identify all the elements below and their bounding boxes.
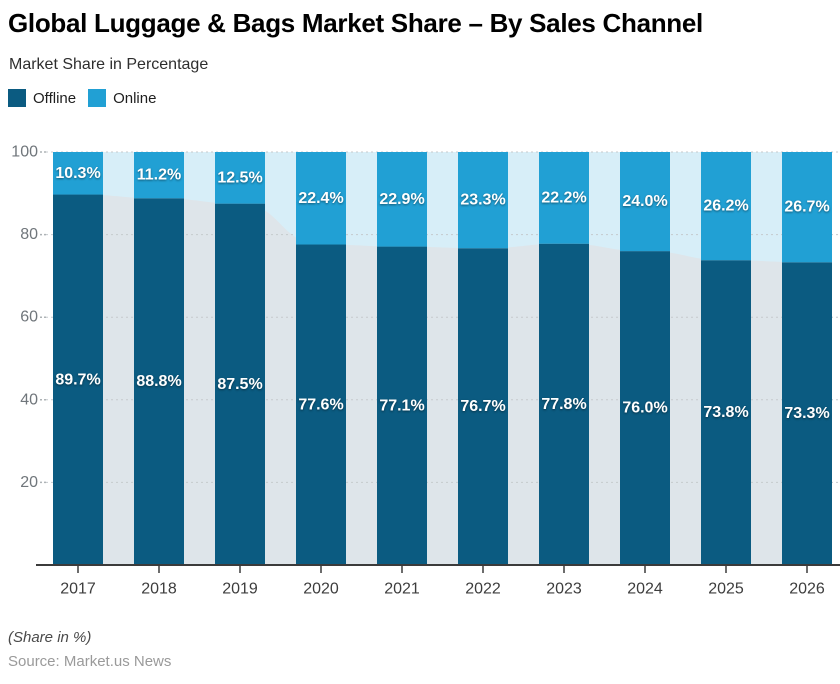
bar-label-offline-2017: 89.7% bbox=[55, 371, 100, 388]
bar-label-online-2023: 22.2% bbox=[541, 189, 586, 206]
footer-note: (Share in %) bbox=[8, 629, 92, 646]
bar-offline-2026 bbox=[782, 262, 832, 565]
bar-label-offline-2020: 77.6% bbox=[298, 396, 343, 413]
bar-offline-2023 bbox=[539, 243, 589, 565]
x-label-2020: 2020 bbox=[303, 581, 339, 598]
footer-source: Source: Market.us News bbox=[8, 653, 172, 670]
legend-swatch-offline bbox=[8, 89, 26, 107]
legend-item-online: Online bbox=[88, 89, 156, 107]
bar-online-2019 bbox=[215, 152, 265, 204]
y-tick-label-40: 40 bbox=[20, 391, 38, 408]
x-label-2022: 2022 bbox=[465, 581, 501, 598]
x-label-2024: 2024 bbox=[627, 581, 663, 598]
bar-label-offline-2018: 88.8% bbox=[136, 373, 181, 390]
bar-offline-2024 bbox=[620, 251, 670, 565]
legend-label: Online bbox=[113, 89, 157, 107]
chart-subtitle: Market Share in Percentage bbox=[9, 56, 209, 73]
legend: Offline Online bbox=[8, 89, 156, 107]
bar-label-offline-2026: 73.3% bbox=[784, 405, 829, 422]
x-label-2026: 2026 bbox=[789, 581, 825, 598]
bar-label-online-2025: 26.2% bbox=[703, 198, 748, 215]
x-label-2019: 2019 bbox=[222, 581, 258, 598]
bar-online-2023 bbox=[539, 152, 589, 244]
bar-label-online-2017: 10.3% bbox=[55, 165, 100, 182]
bar-online-2018 bbox=[134, 152, 184, 199]
x-label-2025: 2025 bbox=[708, 581, 744, 598]
bar-label-offline-2022: 76.7% bbox=[460, 398, 505, 415]
bar-label-offline-2024: 76.0% bbox=[622, 400, 667, 417]
bar-online-2022 bbox=[458, 152, 508, 249]
bar-label-offline-2019: 87.5% bbox=[217, 376, 262, 393]
bar-label-offline-2021: 77.1% bbox=[379, 397, 424, 414]
y-tick-label-100: 100 bbox=[11, 144, 38, 161]
bar-label-online-2020: 22.4% bbox=[298, 190, 343, 207]
bar-offline-2018 bbox=[134, 198, 184, 566]
bar-online-2021 bbox=[377, 152, 427, 247]
bar-online-2026 bbox=[782, 152, 832, 263]
y-tick-label-80: 80 bbox=[20, 226, 38, 243]
chart-title: Global Luggage & Bags Market Share – By … bbox=[8, 8, 703, 38]
y-tick-label-60: 60 bbox=[20, 309, 38, 326]
legend-item-offline: Offline bbox=[8, 89, 76, 107]
legend-label: Offline bbox=[33, 89, 77, 107]
x-label-2018: 2018 bbox=[141, 581, 177, 598]
bar-offline-2020 bbox=[296, 244, 346, 565]
y-tick-label-20: 20 bbox=[20, 474, 38, 491]
bar-online-2024 bbox=[620, 152, 670, 252]
bar-offline-2021 bbox=[377, 246, 427, 565]
bar-label-online-2024: 24.0% bbox=[622, 193, 667, 210]
legend-swatch-online bbox=[88, 89, 107, 107]
x-label-2017: 2017 bbox=[60, 581, 96, 598]
bar-online-2017 bbox=[53, 152, 103, 195]
bar-label-offline-2025: 73.8% bbox=[703, 404, 748, 421]
bar-label-online-2018: 11.2% bbox=[137, 167, 181, 184]
bar-label-offline-2023: 77.8% bbox=[541, 396, 586, 413]
x-label-2023: 2023 bbox=[546, 581, 582, 598]
bar-label-online-2026: 26.7% bbox=[784, 199, 829, 216]
bar-online-2020 bbox=[296, 152, 346, 245]
bar-label-online-2021: 22.9% bbox=[379, 191, 424, 208]
bar-label-online-2022: 23.3% bbox=[460, 192, 505, 209]
bar-label-online-2019: 12.5% bbox=[217, 169, 262, 186]
bar-offline-2025 bbox=[701, 260, 751, 565]
bar-offline-2017 bbox=[53, 194, 103, 565]
bar-offline-2019 bbox=[215, 203, 265, 565]
x-label-2021: 2021 bbox=[384, 581, 420, 598]
stacked-bar-chart: 20 40 60 80 100 10.3% 89.7% 11.2% 88.8% 12.5% 87.5… bbox=[11, 144, 840, 598]
bar-online-2025 bbox=[701, 152, 751, 261]
bar-offline-2022 bbox=[458, 248, 508, 565]
